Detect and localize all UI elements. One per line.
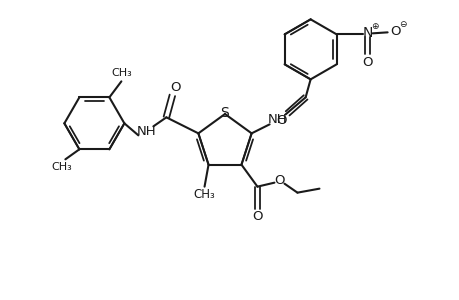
Text: ⊕: ⊕ [370,22,378,31]
Text: NH: NH [136,125,156,138]
Text: CH₃: CH₃ [111,68,131,78]
Text: CH₃: CH₃ [193,188,215,201]
Text: O: O [276,114,286,127]
Text: O: O [274,174,284,187]
Text: N: N [362,26,372,40]
Text: ⊖: ⊖ [398,20,405,29]
Text: CH₃: CH₃ [51,162,72,172]
Text: O: O [170,81,180,94]
Text: O: O [252,210,262,223]
Text: O: O [362,56,372,69]
Text: NH: NH [267,113,287,126]
Text: O: O [390,25,400,38]
Text: S: S [220,106,229,120]
